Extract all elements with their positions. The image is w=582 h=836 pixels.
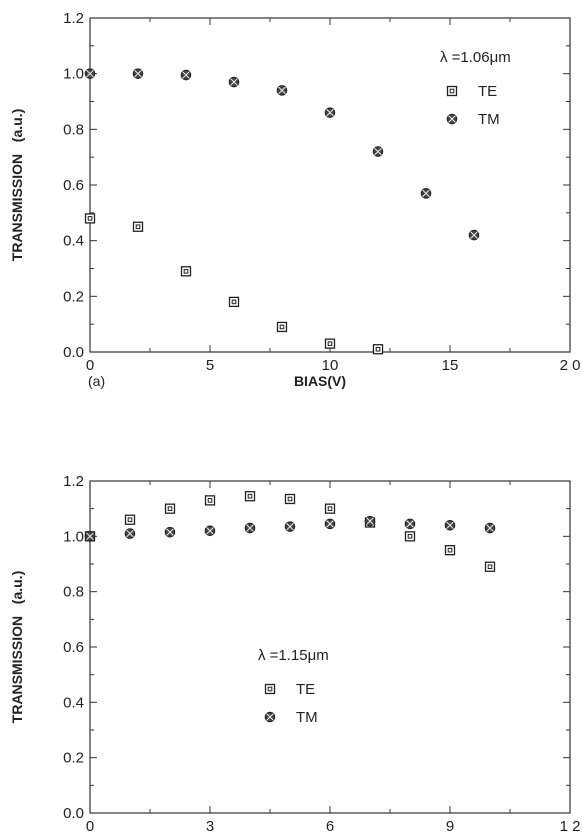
data-point-tm (132, 68, 144, 79)
data-point-tm (204, 525, 216, 537)
y-axis-title: TRANSMISSION (a.u.) (9, 571, 25, 723)
data-point-tm (484, 522, 496, 534)
x-tick-label: 9 (446, 818, 454, 835)
data-point-tm (468, 229, 480, 241)
data-point-tm (284, 521, 296, 532)
legend: λ =1.15μm TE TM (258, 647, 329, 726)
data-point-te (164, 503, 176, 514)
data-point-tm (364, 515, 376, 527)
plot-frame (89, 480, 571, 814)
data-point-te (404, 531, 416, 542)
data-point-tm (228, 76, 240, 88)
data-point-tm (124, 528, 136, 539)
data-point-tm (180, 69, 192, 81)
data-point-te (484, 561, 496, 572)
data-point-tm (372, 146, 384, 157)
x-tick-label: 5 (206, 357, 214, 374)
y-tick-label: 0.6 (63, 177, 84, 194)
data-point-te (244, 491, 256, 502)
y-axis-title: TRANSMISSION (a.u.) (9, 109, 25, 261)
data-point-tm (276, 85, 288, 96)
data-point-tm (420, 188, 432, 199)
panel-a: 0 5 10 15 2 00.00.20.40.60.81.01.2BIAS(V)TRA… (9, 10, 580, 389)
legend-marker-te (446, 85, 458, 97)
data-point-tm (324, 518, 336, 530)
data-point-te (180, 266, 192, 277)
data-point-te (204, 495, 216, 506)
y-tick-label: 0.8 (63, 584, 84, 601)
y-tick-label: 0.0 (63, 805, 84, 822)
x-tick-label: 10 (322, 357, 339, 374)
y-tick-label: 0.4 (63, 694, 84, 711)
data-point-te (132, 221, 144, 232)
data-point-te (372, 344, 384, 355)
x-tick-label: 0 (86, 818, 94, 835)
x-tick-label: 6 (326, 818, 334, 835)
data-point-tm (84, 531, 96, 542)
data-point-te (324, 338, 336, 349)
data-point-te (284, 493, 296, 505)
series-te (84, 213, 384, 355)
y-tick-label: 1.0 (63, 528, 84, 545)
data-point-tm (444, 519, 456, 531)
data-point-te (444, 545, 456, 556)
y-tick-label: 0.2 (63, 288, 84, 305)
data-point-te (124, 514, 136, 525)
data-point-te (228, 296, 240, 308)
data-point-tm (244, 522, 256, 534)
legend-marker-te (264, 683, 276, 695)
data-point-tm (404, 518, 416, 530)
legend: λ =1.06μm TE TM (440, 49, 511, 128)
data-point-te (276, 321, 288, 333)
y-tick-label: 1.2 (63, 473, 84, 490)
panel-label: (b) (88, 834, 105, 836)
data-point-te (84, 213, 96, 224)
legend-marker-tm (446, 113, 458, 125)
legend-label-te: TE (296, 681, 315, 698)
data-point-te (324, 503, 336, 514)
legend-title: λ =1.06μm (440, 49, 511, 66)
plot-frame (89, 17, 571, 353)
data-point-tm (324, 107, 336, 118)
y-tick-label: 0.2 (63, 750, 84, 767)
y-tick-label: 1.0 (63, 66, 84, 83)
legend-label-te: TE (478, 83, 497, 100)
x-tick-label: 3 (206, 818, 214, 835)
x-tick-label: 2 0 (560, 357, 581, 374)
legend-marker-tm (264, 711, 276, 723)
y-tick-label: 0.8 (63, 121, 84, 138)
y-tick-label: 0.4 (63, 233, 84, 250)
series-tm (84, 515, 496, 542)
legend-title: λ =1.15μm (258, 647, 329, 664)
y-tick-label: 1.2 (63, 10, 84, 27)
x-axis-title: BIAS(V) (294, 834, 346, 836)
x-axis-title: BIAS(V) (294, 373, 346, 389)
data-point-tm (84, 68, 96, 79)
x-tick-label: 15 (442, 357, 459, 374)
panel-b: 0 3 6 9 1 2 0.0 0.2 0.4 0.6 0.8 1.0 1.2 BIAS(V) TRANS… (9, 473, 580, 836)
panel-label: (a) (88, 373, 105, 389)
y-tick-label: 0.6 (63, 639, 84, 656)
series-tm (84, 68, 480, 241)
y-tick-label: 0.0 (63, 344, 84, 361)
x-tick-label: 1 2 (560, 818, 581, 835)
legend-label-tm: TM (478, 111, 500, 128)
data-point-tm (164, 526, 176, 538)
legend-label-tm: TM (296, 709, 318, 726)
x-tick-label: 0 (86, 357, 94, 374)
